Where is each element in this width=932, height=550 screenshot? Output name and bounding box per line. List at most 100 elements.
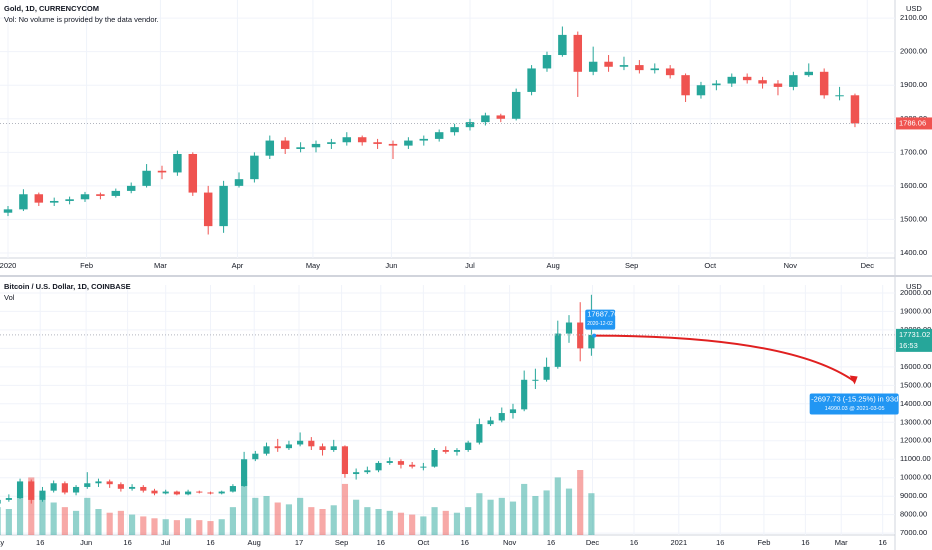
candle-body [241,459,248,487]
volume-bar [308,507,315,535]
candle-body [465,122,475,128]
candle-body [196,491,203,493]
start-value: 17687.76 [587,310,618,319]
candle-body [577,322,584,349]
candle-body [527,68,536,92]
candle-body [84,483,91,487]
x-tick-label: 16 [630,538,638,547]
candle-body [419,138,429,141]
candle-body [297,440,304,445]
candle-body [250,155,259,180]
candle-body [804,71,813,76]
candle-body [431,450,438,467]
candle-body [404,140,413,146]
x-tick-label: Jun [80,538,92,547]
candle-body [263,446,270,454]
volume-bar [129,514,136,535]
volume-bar [84,497,91,535]
volume-bar [588,493,595,535]
candle-body [319,446,326,451]
candle-body [565,322,573,334]
price-label: 17731.02 [899,330,930,339]
chart-subtitle: Vol [4,293,15,302]
volume-bar [0,507,1,535]
candle-body [203,192,213,227]
x-tick-label: Jul [161,538,171,547]
candle-body [49,200,59,203]
axis-unit: USD [906,282,922,291]
x-tick-label: Apr [232,261,244,270]
candle-body [219,185,228,227]
candle-body [151,490,158,494]
x-tick-label: Dec [861,261,875,270]
volume-bar [319,509,326,535]
candle-body [50,483,57,491]
y-tick-label: 1900.00 [900,80,927,89]
x-tick-label: 16 [801,538,809,547]
x-tick-label: May [306,261,320,270]
measure-arrow [594,334,856,383]
candle-body [308,440,315,447]
candle-body [229,486,236,492]
volume-bar [229,507,236,535]
candle-body [0,499,1,504]
candle-body [487,420,494,425]
x-tick-label: May [0,538,4,547]
measure-end-label: 14990.03 @ 2021-03-05 [825,406,885,412]
measure-label: -2697.73 (-15.25%) in 93d [811,395,898,404]
candle-body [850,95,860,124]
candle-body [835,95,844,97]
candle-body [106,481,113,485]
candle-body [450,127,459,133]
candle-body [542,55,552,69]
candle-body [96,194,105,196]
candle-body [28,481,35,500]
candle-body [330,446,337,451]
candle-body [5,498,12,500]
candle-body [521,379,528,410]
candle-body [758,80,767,84]
candle-body [126,185,136,191]
candle-body [496,115,506,119]
candle-body [218,491,225,494]
candle-body [773,83,783,87]
volume-bar [16,493,24,535]
volume-bar [353,499,360,535]
volume-bar [341,483,349,535]
x-tick-label: Aug [248,538,261,547]
volume-bar [577,470,584,535]
candle-body [665,68,675,76]
candle-body [34,194,44,203]
chart-title: Bitcoin / U.S. Dollar, 1D, COINBASE [4,282,131,291]
candle-body [373,142,382,144]
volume-bar [173,520,180,535]
volume-bar [476,493,483,535]
price-label-box [896,328,932,352]
candle-body [80,194,90,200]
x-tick-label: Nov [503,538,517,547]
candle-body [681,75,690,96]
end-box [809,393,899,415]
x-tick-label: Sep [335,538,348,547]
y-tick-label: 8000.00 [900,510,927,519]
x-tick-label: 16 [879,538,887,547]
candle-body [19,194,28,210]
candle-body [498,413,505,421]
x-tick-label: 16 [377,538,385,547]
countdown: 16:53 [899,341,918,350]
volume-bar [431,507,438,535]
volume-bar [498,497,505,535]
candle-body [364,470,371,473]
volume-bar [39,499,46,535]
candle-body [712,83,721,86]
candle-body [434,132,444,139]
y-tick-label: 7000.00 [900,528,927,537]
volume-bar [442,510,449,535]
candle-body [543,366,550,380]
volume-bar [117,510,124,535]
volume-bar [554,477,561,535]
candle-body [588,61,598,72]
volume-bar [263,496,270,535]
price-label-box [896,117,932,130]
